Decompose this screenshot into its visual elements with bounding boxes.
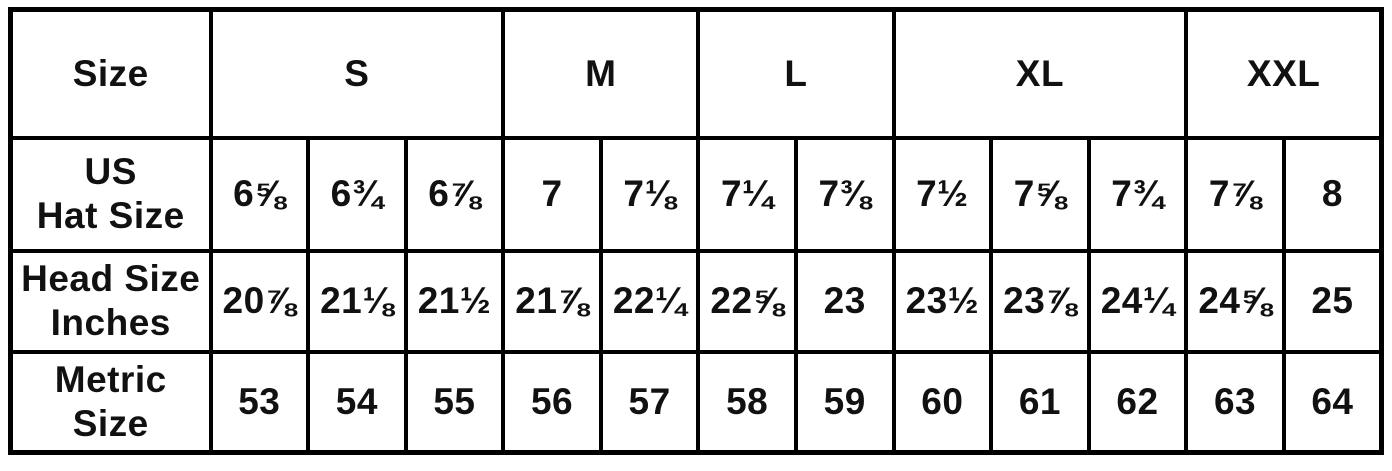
metric-size-row-label: Metric Size: [8, 349, 213, 455]
col-group-m: M: [501, 7, 701, 140]
row-label-line-2: Hat Size: [36, 195, 185, 236]
hat-size-cell: 7: [501, 135, 603, 253]
head-size-cell: 24⅝: [1184, 248, 1286, 354]
hat-size-cell: 6⅝: [208, 135, 311, 253]
row-label-line-1: US: [84, 151, 137, 193]
hat-size-cell: 7½: [891, 135, 994, 253]
hat-size-cell: 7⅞: [1184, 135, 1286, 253]
head-size-cell: 21⅞: [501, 248, 603, 354]
metric-size-cell: 55: [403, 349, 506, 455]
metric-size-cell: 57: [598, 349, 701, 455]
hat-size-cell: 6¾: [306, 135, 408, 253]
metric-size-cell: 59: [793, 349, 896, 455]
head-size-inches-row-label: Head Size Inches: [8, 248, 213, 354]
corner-header-size: Size: [8, 7, 213, 140]
metric-size-cell: 62: [1086, 349, 1189, 455]
head-size-cell: 21⅛: [306, 248, 408, 354]
metric-size-cell: 60: [891, 349, 994, 455]
col-group-xl: XL: [891, 7, 1189, 140]
hat-size-cell: 7⅝: [989, 135, 1091, 253]
head-size-cell: 21½: [403, 248, 506, 354]
hat-size-cell: 7¾: [1086, 135, 1189, 253]
metric-size-cell: 63: [1184, 349, 1286, 455]
metric-size-cell: 53: [208, 349, 311, 455]
row-label-line-1: Head Size: [21, 258, 201, 300]
metric-size-cell: 56: [501, 349, 603, 455]
hat-size-cell: 8: [1281, 135, 1384, 253]
row-label-line-1: Metric: [54, 359, 167, 401]
us-hat-size-row-label: US Hat Size: [8, 135, 213, 253]
metric-size-cell: 54: [306, 349, 408, 455]
hat-size-cell: 7⅜: [793, 135, 896, 253]
head-size-inches-row: Head Size Inches 20⅞ 21⅛ 21½ 21⅞ 22¼ 22⅝…: [8, 248, 1384, 354]
head-size-cell: 23½: [891, 248, 994, 354]
col-group-s: S: [208, 7, 506, 140]
head-size-cell: 23: [793, 248, 896, 354]
header-row: Size S M L XL XXL: [8, 7, 1384, 140]
metric-size-cell: 64: [1281, 349, 1384, 455]
hat-size-chart-table: Size S M L XL XXL US Hat Size 6⅝ 6¾ 6⅞ 7…: [8, 7, 1384, 455]
metric-size-cell: 61: [989, 349, 1091, 455]
head-size-cell: 22¼: [598, 248, 701, 354]
metric-size-row: Metric Size 53 54 55 56 57 58 59 60 61 6…: [8, 349, 1384, 455]
hat-size-cell: 7⅛: [598, 135, 701, 253]
head-size-cell: 25: [1281, 248, 1384, 354]
col-group-xxl: XXL: [1184, 7, 1384, 140]
row-label-line-2: Inches: [50, 302, 171, 343]
hat-size-cell: 7¼: [696, 135, 798, 253]
us-hat-size-row: US Hat Size 6⅝ 6¾ 6⅞ 7 7⅛ 7¼ 7⅜ 7½ 7⅝ 7¾…: [8, 135, 1384, 253]
metric-size-cell: 58: [696, 349, 798, 455]
head-size-cell: 20⅞: [208, 248, 311, 354]
col-group-l: L: [696, 7, 896, 140]
row-label-line-2: Size: [72, 402, 149, 444]
hat-size-cell: 6⅞: [403, 135, 506, 253]
head-size-cell: 24¼: [1086, 248, 1189, 354]
head-size-cell: 22⅝: [696, 248, 798, 354]
head-size-cell: 23⅞: [989, 248, 1091, 354]
